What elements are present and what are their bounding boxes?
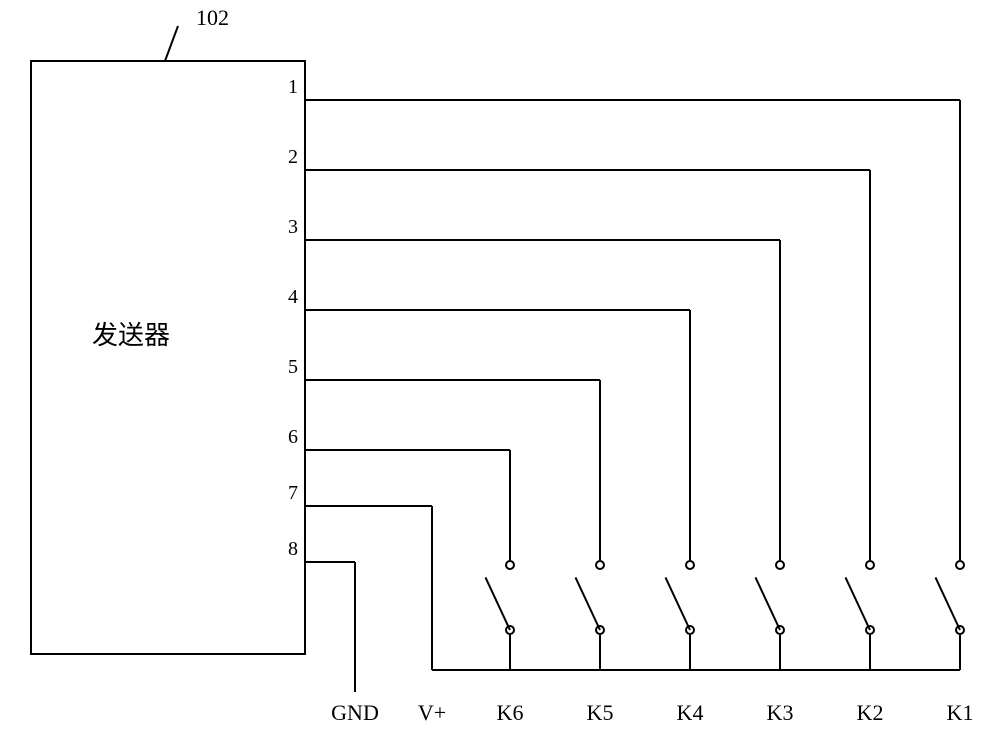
power-label-GND: GND (331, 700, 379, 726)
pin-label-7: 7 (278, 482, 298, 505)
switch-top-terminal-K6 (505, 560, 515, 570)
wire-h-GND (306, 561, 355, 563)
wire-h-pin2 (306, 169, 870, 171)
pin-label-5: 5 (278, 356, 298, 379)
wire-v-bus-K3 (779, 635, 781, 670)
switch-label-K3: K3 (767, 700, 794, 726)
wire-v-V+ (431, 506, 433, 670)
switch-label-K5: K5 (587, 700, 614, 726)
pin-label-4: 4 (278, 286, 298, 309)
switch-top-terminal-K5 (595, 560, 605, 570)
wire-h-pin5 (306, 379, 600, 381)
wire-v-pin3 (779, 240, 781, 560)
switch-top-terminal-K2 (865, 560, 875, 570)
switch-arm-K3 (755, 577, 781, 630)
wire-v-pin2 (869, 170, 871, 560)
wire-v-bus-K4 (689, 635, 691, 670)
transmitter-label: 发送器 (92, 315, 170, 352)
switch-top-terminal-K3 (775, 560, 785, 570)
wire-v-pin1 (959, 100, 961, 560)
switch-top-terminal-K1 (955, 560, 965, 570)
switch-label-K2: K2 (857, 700, 884, 726)
pin-label-8: 8 (278, 538, 298, 561)
wire-h-V+ (306, 505, 432, 507)
wire-h-pin6 (306, 449, 510, 451)
wire-v-bus-K1 (959, 635, 961, 670)
bottom-bus (432, 669, 960, 671)
switch-arm-K4 (665, 577, 691, 630)
pin-label-3: 3 (278, 216, 298, 239)
switch-arm-K2 (845, 577, 871, 630)
component-ref-lead (164, 26, 179, 62)
switch-arm-K5 (575, 577, 601, 630)
transmitter-box (30, 60, 306, 655)
wire-v-pin4 (689, 310, 691, 560)
power-label-V+: V+ (418, 700, 446, 726)
switch-label-K4: K4 (677, 700, 704, 726)
switch-label-K6: K6 (497, 700, 524, 726)
wire-v-pin6 (509, 450, 511, 560)
wire-v-bus-K2 (869, 635, 871, 670)
wire-v-bus-K5 (599, 635, 601, 670)
wire-h-pin3 (306, 239, 780, 241)
switch-arm-K1 (935, 577, 961, 630)
switch-top-terminal-K4 (685, 560, 695, 570)
pin-label-6: 6 (278, 426, 298, 449)
switch-label-K1: K1 (947, 700, 974, 726)
wire-h-pin1 (306, 99, 960, 101)
wire-h-pin4 (306, 309, 690, 311)
component-ref-label: 102 (196, 5, 229, 31)
wire-v-bus-K6 (509, 635, 511, 670)
diagram-canvas: 102 发送器 1 2 3 4 5 6 7 8 K1 K2 K3 K4 K5 K6 GND V+ (0, 0, 1000, 747)
pin-label-1: 1 (278, 76, 298, 99)
wire-v-GND (354, 562, 356, 692)
wire-v-pin5 (599, 380, 601, 560)
switch-arm-K6 (485, 577, 511, 630)
pin-label-2: 2 (278, 146, 298, 169)
